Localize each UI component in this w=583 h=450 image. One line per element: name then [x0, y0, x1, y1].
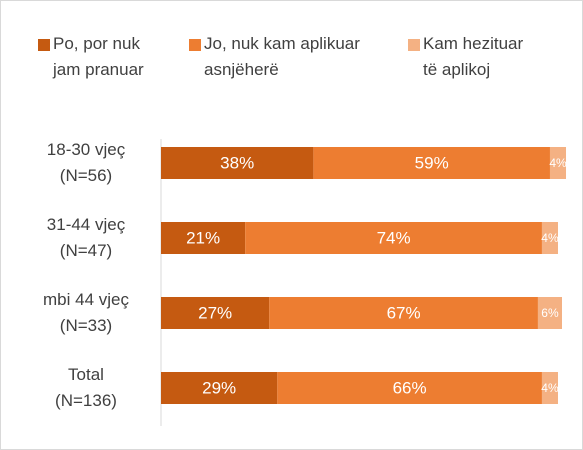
- bar-segment: [161, 222, 246, 254]
- value-label: 29%: [202, 378, 236, 397]
- value-label: 27%: [198, 303, 232, 322]
- bar-segment: [313, 147, 550, 179]
- legend-label: Jo, nuk kam aplikuar asnjëherë: [204, 34, 360, 79]
- bar-segment: [541, 372, 558, 404]
- bar-segment: [161, 372, 278, 404]
- bar-segment: [161, 147, 314, 179]
- category-label: Total (N=136): [55, 365, 117, 410]
- legend-swatch: [408, 39, 420, 51]
- value-label: 66%: [393, 378, 427, 397]
- value-label: 38%: [220, 153, 254, 172]
- value-label: 4%: [541, 381, 559, 395]
- legend-swatch: [38, 39, 50, 51]
- value-label: 67%: [387, 303, 421, 322]
- category-label: 31-44 vjeç (N=47): [46, 215, 126, 260]
- value-label: 4%: [549, 156, 567, 170]
- category-label: 18-30 vjeç (N=56): [46, 140, 126, 185]
- category-label: mbi 44 vjeç (N=33): [43, 290, 129, 335]
- bar-segment: [269, 297, 538, 329]
- value-label: 4%: [541, 231, 559, 245]
- bar-segment: [537, 297, 562, 329]
- bar-segment: [245, 222, 542, 254]
- value-label: 6%: [541, 306, 559, 320]
- bar-segment: [161, 297, 270, 329]
- bar-segment: [541, 222, 558, 254]
- value-label: 21%: [186, 228, 220, 247]
- value-label: 59%: [415, 153, 449, 172]
- legend-swatch: [189, 39, 201, 51]
- bar-segment: [277, 372, 542, 404]
- legend-label: Kam hezituar të aplikoj: [423, 34, 524, 79]
- value-label: 74%: [377, 228, 411, 247]
- legend-label: Po, por nuk jam pranuar: [53, 34, 144, 79]
- bar-segment: [549, 147, 567, 179]
